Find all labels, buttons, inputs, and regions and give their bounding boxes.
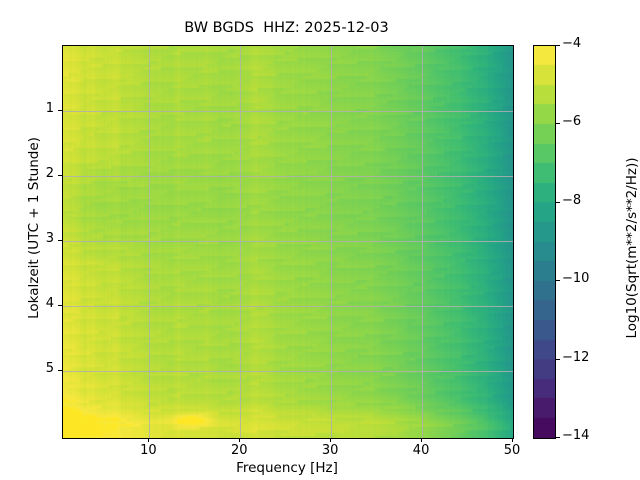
x-tick-label-10: 10	[140, 443, 157, 458]
colorbar-tick-label-5: −14	[562, 428, 590, 443]
y-tick-label-5: 5	[45, 361, 54, 377]
colorbar-tick-label-3: −10	[562, 271, 590, 287]
y-tick-label-2: 2	[45, 166, 54, 182]
colorbar-tick-label-2: −8	[562, 192, 582, 208]
y-tick-label-4: 4	[45, 296, 54, 312]
y-tick-1	[58, 110, 62, 111]
x-tick-30	[330, 438, 332, 442]
page-title: BW BGDS HHZ: 2025-12-03	[184, 20, 389, 36]
x-tick-40	[421, 438, 423, 442]
x-tick-label-40: 40	[412, 443, 430, 458]
x-tick-label-20: 20	[230, 443, 248, 458]
y-tick-3	[58, 240, 62, 241]
x-axis-label: Frequency [Hz]	[236, 460, 338, 476]
colorbar-tick-label-1: −6	[562, 114, 582, 130]
y-tick-4	[58, 305, 62, 306]
x-tick-50	[512, 438, 513, 442]
colorbar-tick-0	[556, 45, 560, 46]
colorbar	[533, 45, 556, 439]
colorbar-tick-4	[556, 359, 560, 360]
colorbar-tick-1	[556, 123, 560, 124]
colorbar-tick-3	[556, 280, 560, 281]
spectrogram-image	[63, 46, 513, 438]
y-tick-5	[58, 370, 62, 371]
y-tick-label-3: 3	[45, 231, 54, 247]
colorbar-tick-5	[556, 437, 560, 438]
spectrogram-plot-area	[62, 45, 514, 439]
colorbar-tick-label-4: −12	[562, 349, 590, 365]
y-axis-label: Lokalzeit (UTC + 1 Stunde)	[26, 137, 42, 319]
x-tick-label-50: 50	[503, 443, 521, 458]
y-tick-2	[58, 175, 62, 176]
x-tick-label-30: 30	[321, 443, 339, 458]
x-tick-20	[239, 438, 241, 442]
x-tick-10	[148, 438, 150, 442]
colorbar-label: Log10(Sqrt(m**2/s**2/Hz))	[624, 157, 640, 339]
colorbar-gradient	[534, 46, 555, 438]
colorbar-tick-2	[556, 202, 560, 203]
colorbar-tick-label-0: −4	[562, 36, 582, 51]
y-tick-label-1: 1	[45, 101, 54, 116]
